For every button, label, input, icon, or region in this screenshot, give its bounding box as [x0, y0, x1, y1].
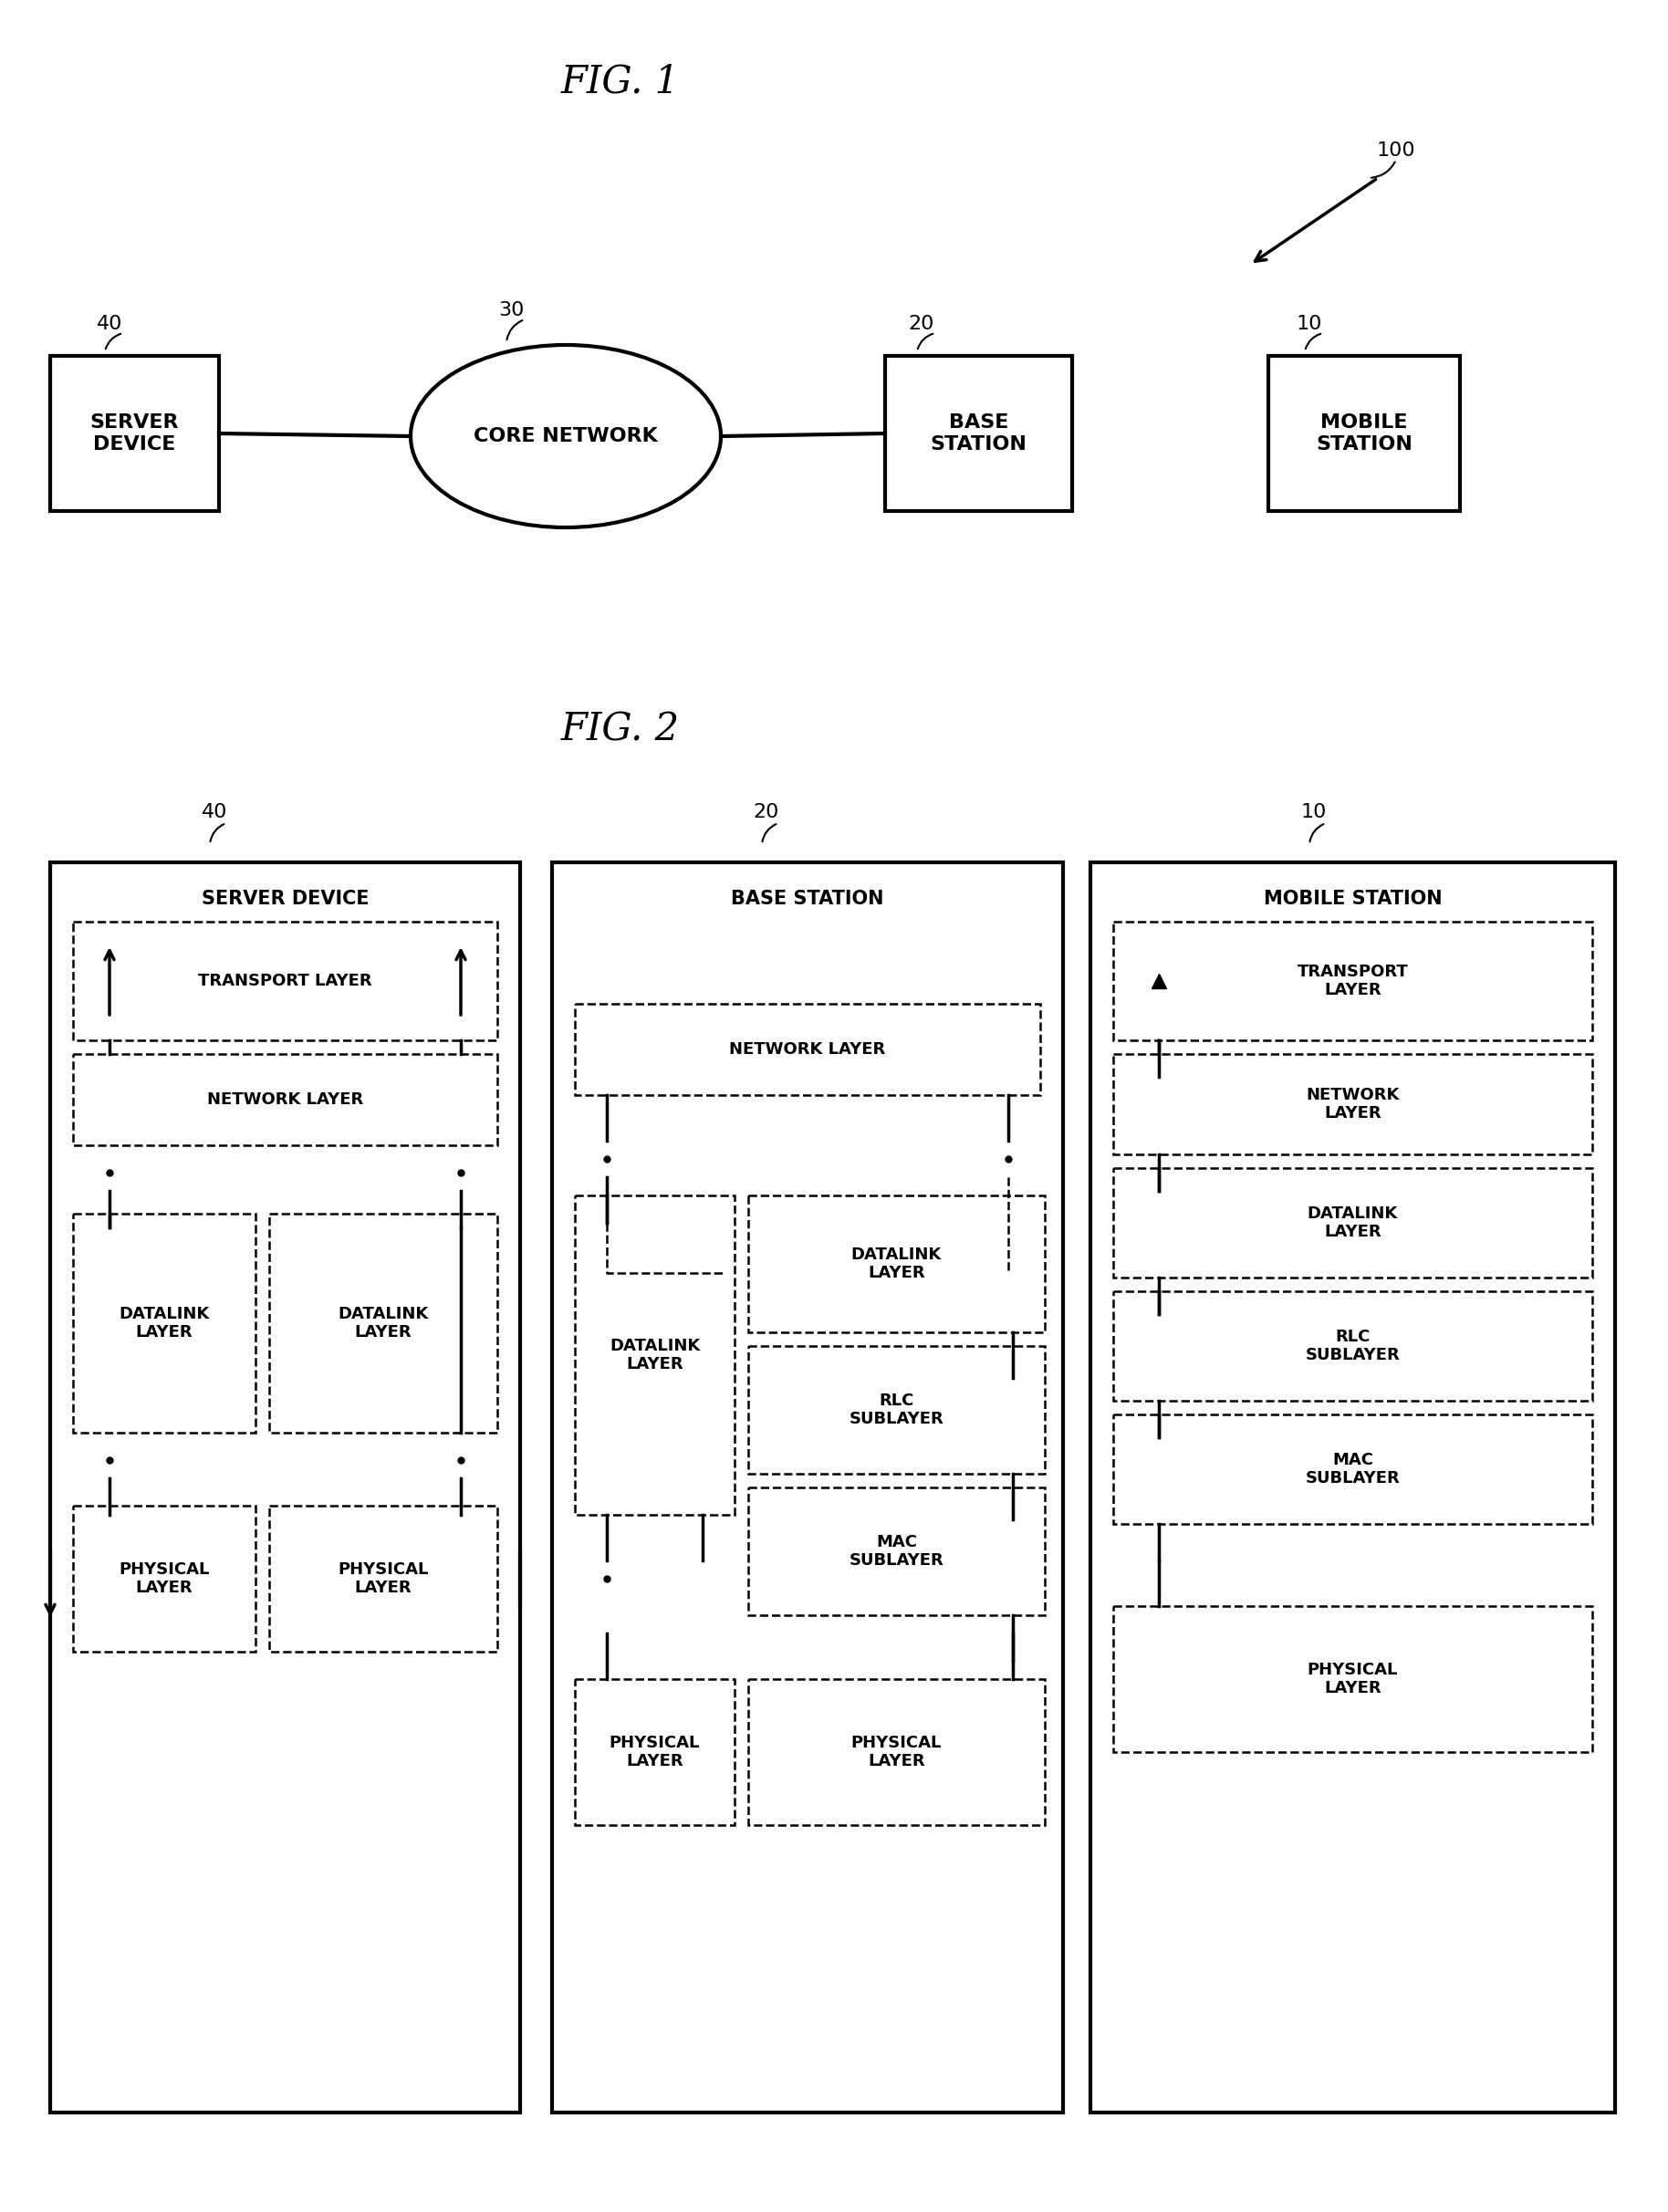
- Text: 100: 100: [1376, 142, 1416, 159]
- Bar: [575, 1679, 734, 1825]
- Text: MAC
SUBLAYER: MAC SUBLAYER: [1306, 1451, 1399, 1486]
- Text: NETWORK LAYER: NETWORK LAYER: [207, 1091, 364, 1108]
- Bar: [269, 1214, 497, 1433]
- Text: 20: 20: [754, 803, 779, 821]
- Text: FIG. 1: FIG. 1: [560, 62, 681, 102]
- Bar: [749, 1679, 1044, 1825]
- Text: PHYSICAL
LAYER: PHYSICAL LAYER: [1308, 1661, 1398, 1697]
- Text: PHYSICAL
LAYER: PHYSICAL LAYER: [118, 1562, 210, 1597]
- Text: NETWORK LAYER: NETWORK LAYER: [729, 1042, 886, 1057]
- Text: SERVER
DEVICE: SERVER DEVICE: [90, 414, 178, 453]
- Text: 10: 10: [1301, 803, 1328, 821]
- Text: 30: 30: [499, 301, 524, 319]
- Text: DATALINK
LAYER: DATALINK LAYER: [1308, 1206, 1398, 1241]
- Text: BASE
STATION: BASE STATION: [931, 414, 1027, 453]
- Bar: [1113, 1292, 1593, 1400]
- Bar: [50, 356, 219, 511]
- Text: 10: 10: [1296, 314, 1323, 334]
- Text: DATALINK
LAYER: DATALINK LAYER: [851, 1245, 942, 1281]
- Text: NETWORK
LAYER: NETWORK LAYER: [1306, 1086, 1399, 1121]
- Text: RLC
SUBLAYER: RLC SUBLAYER: [1306, 1327, 1399, 1365]
- Bar: [73, 922, 497, 1040]
- Text: PHYSICAL
LAYER: PHYSICAL LAYER: [609, 1734, 701, 1770]
- Text: 20: 20: [909, 314, 934, 334]
- Bar: [1113, 1053, 1593, 1155]
- Bar: [1113, 1168, 1593, 1279]
- Text: DATALINK
LAYER: DATALINK LAYER: [118, 1305, 210, 1340]
- Text: MAC
SUBLAYER: MAC SUBLAYER: [849, 1533, 944, 1568]
- Bar: [50, 863, 520, 2112]
- Bar: [73, 1214, 255, 1433]
- Text: RLC
SUBLAYER: RLC SUBLAYER: [849, 1391, 944, 1427]
- Ellipse shape: [410, 345, 721, 526]
- Bar: [749, 1345, 1044, 1473]
- Bar: [749, 1194, 1044, 1332]
- Bar: [269, 1506, 497, 1652]
- Bar: [1113, 1413, 1593, 1524]
- Bar: [1268, 356, 1460, 511]
- Bar: [552, 863, 1063, 2112]
- Bar: [1113, 1606, 1593, 1752]
- Bar: [1113, 922, 1593, 1040]
- Text: FIG. 2: FIG. 2: [560, 710, 681, 750]
- Text: CORE NETWORK: CORE NETWORK: [474, 427, 657, 445]
- Text: PHYSICAL
LAYER: PHYSICAL LAYER: [339, 1562, 429, 1597]
- Text: MOBILE
STATION: MOBILE STATION: [1316, 414, 1413, 453]
- Text: DATALINK
LAYER: DATALINK LAYER: [609, 1338, 701, 1374]
- Bar: [886, 356, 1073, 511]
- Text: MOBILE STATION: MOBILE STATION: [1263, 889, 1443, 907]
- Text: 40: 40: [97, 314, 122, 334]
- Text: TRANSPORT
LAYER: TRANSPORT LAYER: [1298, 962, 1408, 998]
- Bar: [73, 1053, 497, 1146]
- Bar: [1091, 863, 1615, 2112]
- Bar: [575, 1194, 734, 1515]
- Text: TRANSPORT LAYER: TRANSPORT LAYER: [198, 973, 372, 989]
- Bar: [749, 1486, 1044, 1615]
- Text: PHYSICAL
LAYER: PHYSICAL LAYER: [851, 1734, 942, 1770]
- Bar: [575, 1004, 1041, 1095]
- Text: SERVER DEVICE: SERVER DEVICE: [202, 889, 369, 907]
- Text: DATALINK
LAYER: DATALINK LAYER: [339, 1305, 429, 1340]
- Text: BASE STATION: BASE STATION: [731, 889, 884, 907]
- Bar: [73, 1506, 255, 1652]
- Text: 40: 40: [202, 803, 227, 821]
